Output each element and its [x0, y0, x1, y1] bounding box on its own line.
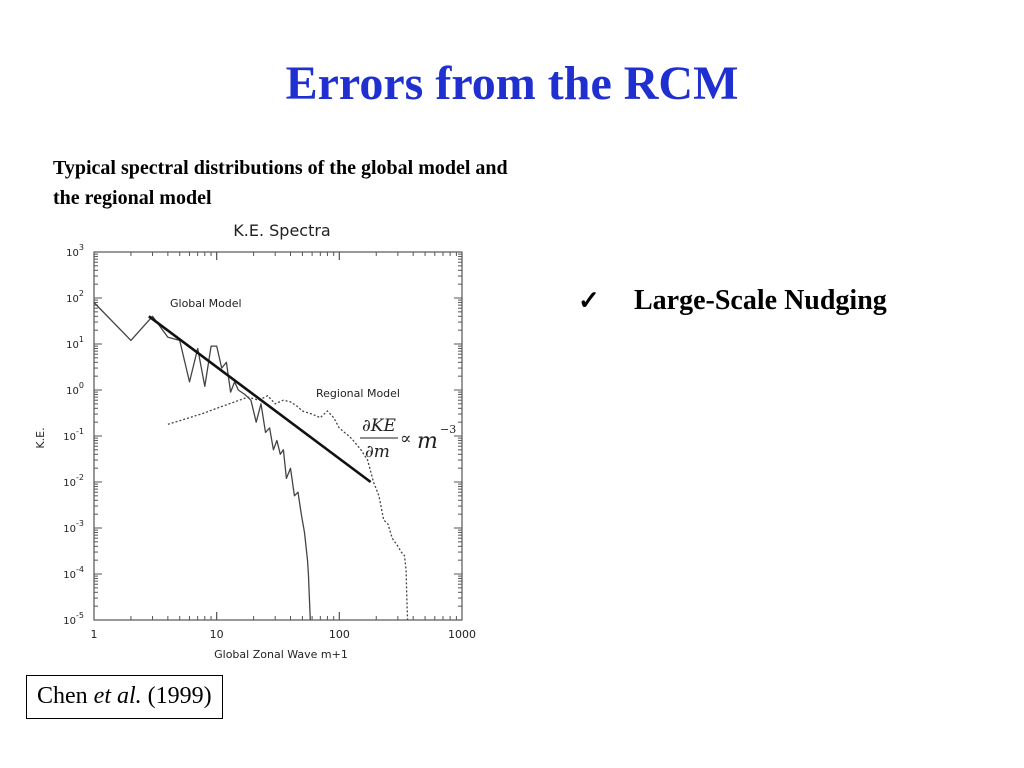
y-tick-label: 10-3 [63, 519, 84, 535]
axis-ticks [93, 251, 463, 621]
x-tick-label: 1000 [448, 628, 476, 641]
y-tick-label: 10-5 [63, 611, 84, 627]
checkmark-icon: ✓ [578, 286, 600, 315]
x-tick-label: 10 [210, 628, 224, 641]
bullet-item: ✓ Large-Scale Nudging [578, 283, 887, 319]
formula-exponent: −3 [440, 423, 456, 436]
y-tick-label: 100 [66, 381, 84, 397]
y-tick-label: 103 [66, 243, 84, 259]
global-model-label: Global Model [170, 297, 242, 310]
citation-etal: et al. [93, 683, 142, 709]
figure-caption: Typical spectral distributions of the gl… [53, 157, 508, 209]
citation-box: Chen et al. (1999) [26, 675, 223, 719]
y-axis-label: K.E. [34, 427, 47, 448]
formula-relation: ∝ [400, 429, 412, 449]
citation-year: (1999) [147, 683, 212, 709]
formula-variable: m [417, 429, 438, 454]
y-tick-labels: 103 102 101 100 10-1 10-2 10-3 10-4 10-5 [63, 243, 84, 627]
bullet-text: Large-Scale Nudging [634, 285, 887, 316]
formula-numerator: ∂KE [362, 416, 396, 436]
citation-author: Chen [37, 683, 88, 709]
ke-spectra-svg: K.E. Spectra 1 10 100 1000 103 102 101 100 10-1… [34, 221, 477, 661]
x-tick-label: 1 [91, 628, 98, 641]
formula-denominator: ∂m [365, 442, 390, 462]
series-layer [93, 302, 409, 621]
y-tick-label: 102 [66, 289, 84, 305]
x-tick-labels: 1 10 100 1000 [91, 628, 477, 641]
global-model-line [93, 302, 311, 621]
power-law-fit-line [148, 315, 372, 484]
y-tick-label: 10-2 [63, 473, 84, 489]
y-tick-label: 10-4 [63, 565, 84, 581]
y-tick-label: 10-1 [63, 427, 84, 443]
regional-model-label: Regional Model [316, 387, 400, 400]
ke-spectra-chart: K.E. Spectra 1 10 100 1000 103 102 101 100 10-1… [28, 214, 480, 666]
chart-title: K.E. Spectra [233, 221, 330, 240]
formula-annotation: ∂KE ∂m ∝ m −3 [360, 416, 456, 462]
regional-model-line [167, 395, 409, 621]
x-axis-label: Global Zonal Wave m+1 [214, 648, 348, 661]
slide-title: Errors from the RCM [285, 57, 739, 110]
x-tick-label: 100 [329, 628, 350, 641]
y-tick-label: 101 [66, 335, 84, 351]
